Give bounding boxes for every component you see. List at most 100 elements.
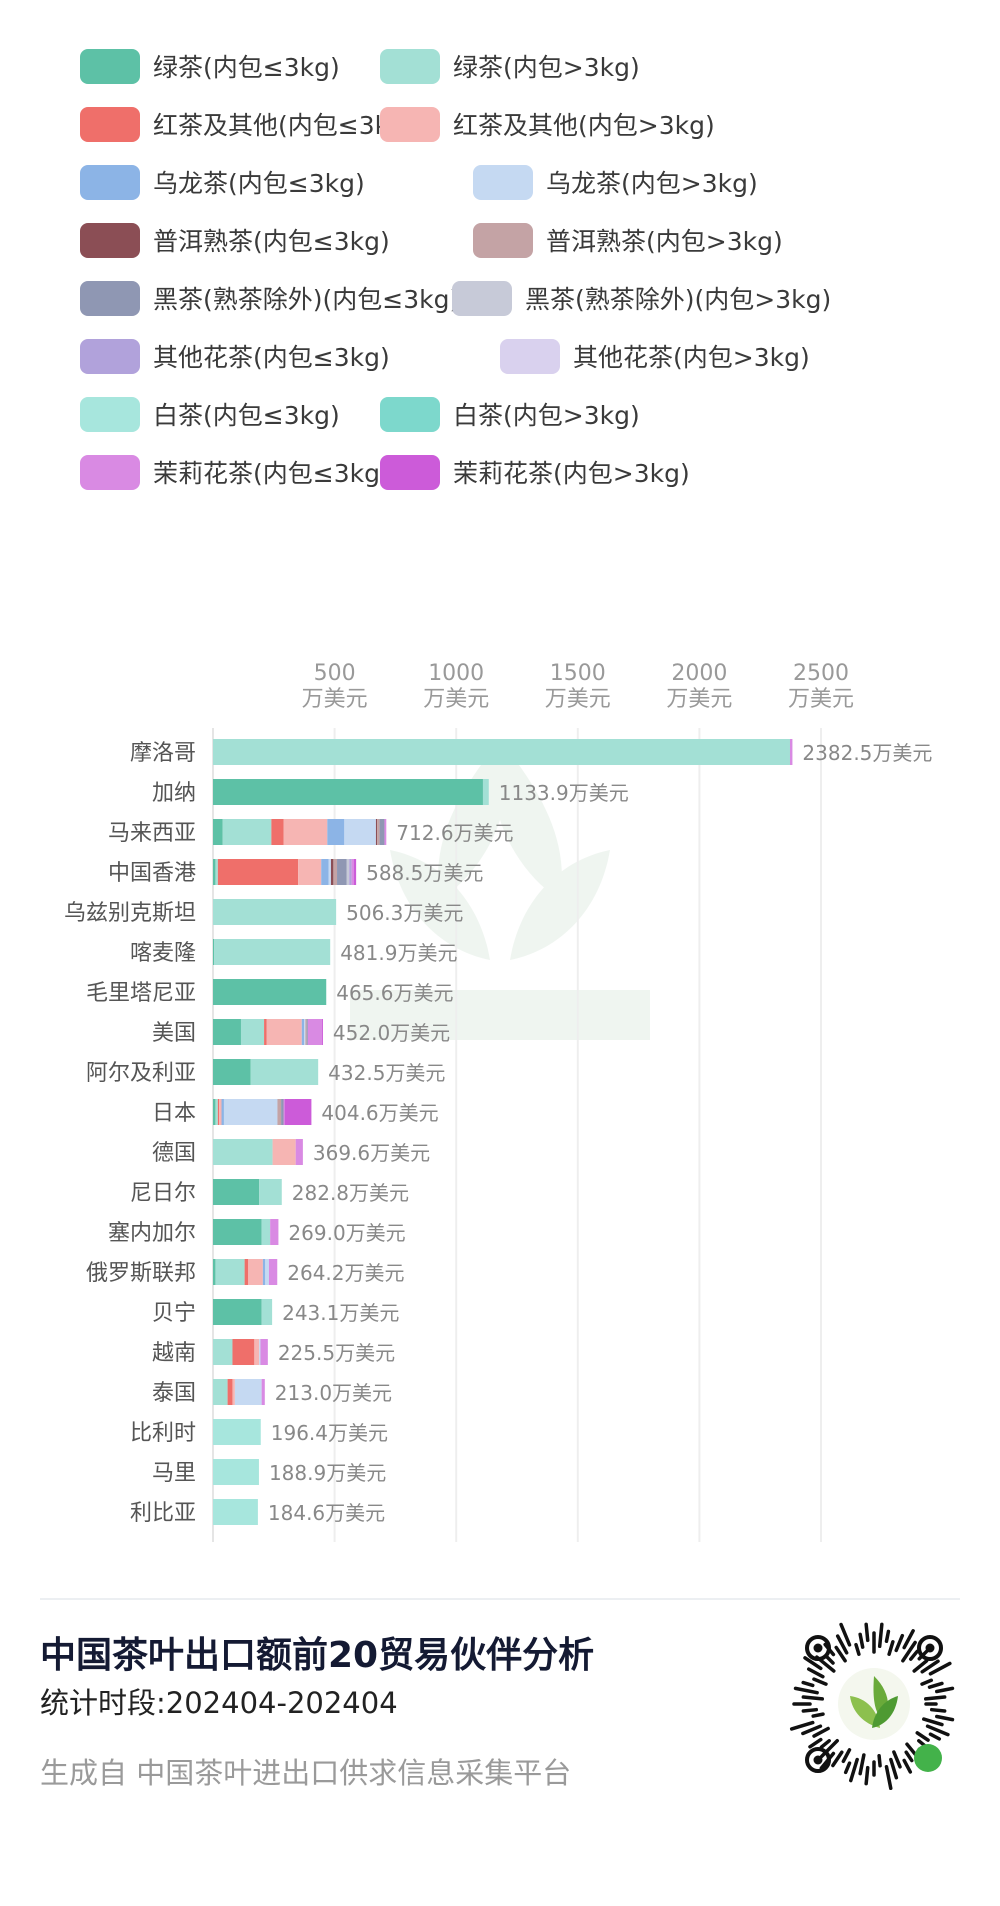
category-label: 摩洛哥 xyxy=(130,741,196,766)
bar-segment xyxy=(240,1019,265,1045)
total-value-label: 712.6万美元 xyxy=(396,821,513,845)
legend-label: 绿茶(内包≤3kg) xyxy=(153,53,340,82)
qr-finder-dot xyxy=(925,1643,935,1653)
legend-item[interactable]: 茉莉花茶(内包≤3kg) xyxy=(80,454,390,490)
x-tick-label: 2000 xyxy=(671,661,727,686)
legend-swatch xyxy=(80,164,140,200)
legend-item[interactable]: 乌龙茶(内包≤3kg) xyxy=(80,164,365,200)
total-value-label: 481.9万美元 xyxy=(340,941,457,965)
legend-label: 其他花茶(内包≤3kg) xyxy=(153,343,390,372)
bar-segment xyxy=(213,1219,262,1245)
legend-item[interactable]: 黑茶(熟茶除外)(内包>3kg) xyxy=(452,280,831,316)
bar-segment xyxy=(305,1019,307,1045)
category-label: 塞内加尔 xyxy=(108,1221,196,1246)
bar-segment xyxy=(379,819,385,845)
legend-item[interactable]: 其他花茶(内包>3kg) xyxy=(500,338,810,374)
qr-logo-leaf xyxy=(872,1696,898,1728)
legend-label: 黑茶(熟茶除外)(内包≤3kg) xyxy=(153,285,460,314)
total-value-label: 588.5万美元 xyxy=(366,861,483,885)
qr-dash xyxy=(889,1757,899,1780)
qr-dash xyxy=(808,1737,823,1749)
legend-item[interactable]: 绿茶(内包>3kg) xyxy=(380,48,640,84)
legend-swatch xyxy=(80,338,140,374)
total-value-label: 404.6万美元 xyxy=(321,1101,438,1125)
legend-item[interactable]: 其他花茶(内包≤3kg) xyxy=(80,338,390,374)
legend-item[interactable]: 红茶及其他(内包≤3kg) xyxy=(80,106,415,142)
qr-dash xyxy=(801,1707,819,1713)
legend-item[interactable]: 红茶及其他(内包>3kg) xyxy=(380,106,715,142)
legend-label: 茉莉花茶(内包≤3kg) xyxy=(153,459,390,488)
legend-item[interactable]: 茉莉花茶(内包>3kg) xyxy=(380,454,690,490)
legend-label: 红茶及其他(内包>3kg) xyxy=(453,111,715,140)
legend-row: 其他花茶(内包≤3kg) 其他花茶(内包>3kg) xyxy=(80,338,980,396)
chart-legend: 绿茶(内包≤3kg) 绿茶(内包>3kg) 红茶及其他(内包≤3kg) 红茶及其他(内… xyxy=(80,48,980,512)
legend-label: 乌龙茶(内包>3kg) xyxy=(546,169,758,198)
bar-segment xyxy=(213,1339,233,1365)
legend-swatch xyxy=(80,106,140,142)
legend-item[interactable]: 黑茶(熟茶除外)(内包≤3kg) xyxy=(80,280,459,316)
qr-dash xyxy=(831,1750,844,1768)
bar-segment xyxy=(223,1099,278,1125)
x-tick-unit: 万美元 xyxy=(545,687,611,712)
bar-segment xyxy=(213,779,483,805)
qr-dash xyxy=(789,1720,815,1731)
bar-segment xyxy=(250,1059,319,1085)
qr-dash xyxy=(801,1724,823,1736)
qr-dash xyxy=(904,1750,914,1763)
bar-segment xyxy=(244,1259,249,1285)
wechat-mini-program-icon xyxy=(914,1744,942,1772)
total-value-label: 243.1万美元 xyxy=(282,1301,399,1325)
category-label: 加纳 xyxy=(152,781,196,806)
bar-segment xyxy=(330,859,334,885)
qr-dash xyxy=(835,1634,849,1655)
bar-segment xyxy=(283,1099,285,1125)
qr-dash xyxy=(922,1717,944,1727)
legend-item[interactable]: 普洱熟茶(内包>3kg) xyxy=(473,222,783,258)
bar-segment xyxy=(349,859,352,885)
mini-program-qr-code[interactable] xyxy=(788,1618,960,1790)
qr-dash xyxy=(877,1753,882,1768)
legend-item[interactable]: 白茶(内包≤3kg) xyxy=(80,396,340,432)
qr-finder-dot xyxy=(813,1755,823,1765)
bar-segment xyxy=(248,1259,263,1285)
bar-segment xyxy=(789,739,793,765)
bar-segment xyxy=(277,1099,282,1125)
legend-item[interactable]: 绿茶(内包≤3kg) xyxy=(80,48,340,84)
bar-segment xyxy=(217,859,299,885)
bar-segment xyxy=(268,1259,278,1285)
qr-dash xyxy=(811,1712,825,1718)
legend-swatch xyxy=(380,396,440,432)
qr-dash xyxy=(935,1686,955,1694)
qr-dash xyxy=(909,1649,919,1661)
bar-segment xyxy=(259,1339,261,1365)
qr-dash xyxy=(864,1765,870,1786)
legend-item[interactable]: 白茶(内包>3kg) xyxy=(380,396,640,432)
legend-swatch xyxy=(80,396,140,432)
bar-segment xyxy=(306,1019,308,1045)
qr-dash xyxy=(901,1640,917,1663)
legend-swatch xyxy=(380,48,440,84)
total-value-label: 225.5万美元 xyxy=(278,1341,395,1365)
bar-segment xyxy=(262,1259,266,1285)
x-tick-unit: 万美元 xyxy=(666,687,732,712)
qr-dash xyxy=(801,1695,825,1701)
bar-segment xyxy=(232,1339,255,1365)
bar-segment xyxy=(213,939,215,965)
category-label: 美国 xyxy=(152,1021,196,1046)
qr-dash xyxy=(894,1633,905,1653)
category-label: 利比亚 xyxy=(130,1501,196,1526)
total-value-label: 1133.9万美元 xyxy=(499,781,629,805)
bar-segment xyxy=(321,1019,323,1045)
total-value-label: 282.8万美元 xyxy=(292,1181,409,1205)
legend-item[interactable]: 乌龙茶(内包>3kg) xyxy=(473,164,758,200)
bar-segment xyxy=(213,1299,262,1325)
bar-segment xyxy=(214,939,331,965)
legend-row: 白茶(内包≤3kg) 白茶(内包>3kg) xyxy=(80,396,980,454)
category-label: 德国 xyxy=(152,1141,196,1166)
qr-finder xyxy=(805,1747,831,1773)
bar-segment xyxy=(213,739,790,765)
legend-item[interactable]: 普洱熟茶(内包≤3kg) xyxy=(80,222,390,258)
qr-dash xyxy=(877,1622,884,1649)
bar-segment xyxy=(219,1099,222,1125)
qr-dash xyxy=(858,1753,866,1776)
